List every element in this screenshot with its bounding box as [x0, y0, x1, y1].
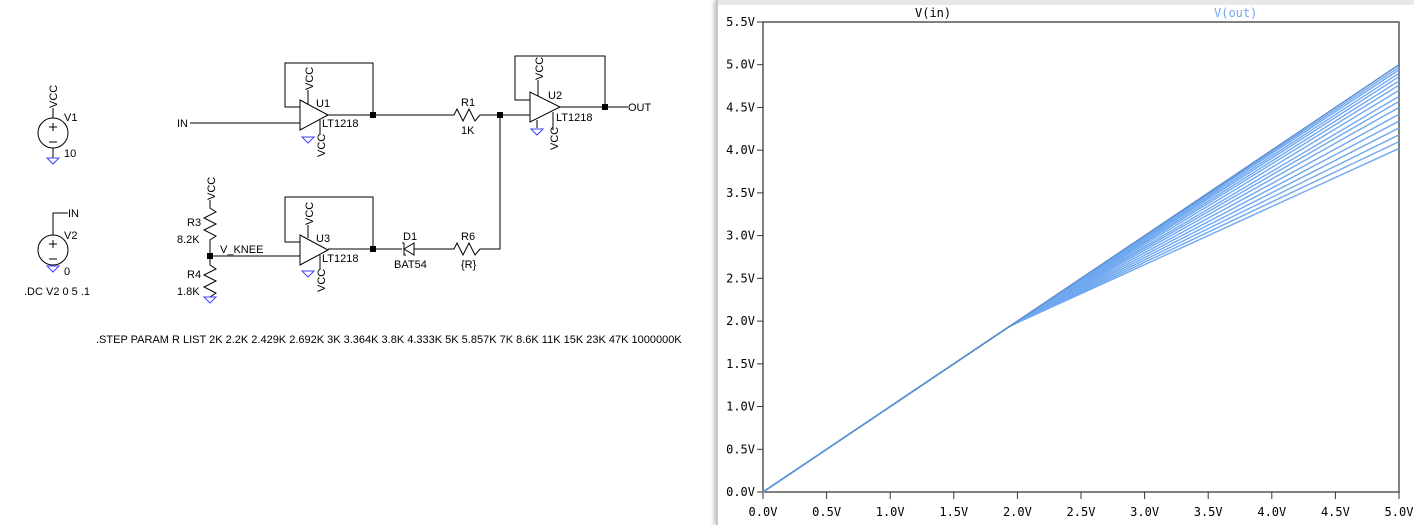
x-tick-label: 3.5V [1194, 505, 1223, 519]
legend-vout[interactable]: V(out) [1214, 6, 1257, 20]
resistor-r4[interactable] [202, 256, 218, 298]
opamp-u1[interactable] [284, 62, 450, 135]
y-tick-label: 1.5V [726, 357, 755, 371]
resistor-value: 1K [461, 125, 475, 137]
net-label-vcc: VCC [316, 134, 328, 157]
resistor-value: {R} [461, 259, 477, 271]
vout-trace-1000000K[interactable] [762, 64, 1400, 493]
y-tick-label: 1.0V [726, 400, 755, 414]
waveform-window[interactable]: V(in) V(out) 0.0V 0.5V 1.0V 1.5V 2.0V 2.5V 3.0… [716, 0, 1414, 525]
net-label-vcc: VCC [304, 202, 316, 225]
opamp-name: U1 [316, 98, 330, 110]
x-tick-label: 0.5V [812, 505, 841, 519]
y-tick-label: 3.5V [726, 186, 755, 200]
y-tick-label: 0.5V [726, 442, 755, 456]
opamp-name: U3 [316, 233, 330, 245]
plot-frame [762, 21, 1400, 493]
window-top-bar [718, 0, 1414, 5]
vout-trace-2.692K[interactable] [762, 127, 1400, 493]
diode-name: D1 [403, 231, 417, 243]
resistor-r3[interactable] [202, 200, 218, 256]
x-tick-label: 4.5V [1321, 505, 1350, 519]
legend-vin[interactable]: V(in) [915, 6, 951, 20]
resistor-r1[interactable] [450, 107, 500, 123]
dc-directive[interactable]: .DC V2 0 5 .1 [24, 286, 90, 298]
net-label-vcc: VCC [316, 269, 328, 292]
net-label-in: IN [68, 208, 79, 220]
voltage-source-v2[interactable] [37, 212, 69, 266]
x-tick-label: 5.0V [1385, 505, 1414, 519]
x-tick-label: 2.0V [1003, 505, 1032, 519]
vout-trace-2K[interactable] [762, 147, 1400, 493]
resistor-name: R3 [187, 217, 201, 229]
resistor-name: R1 [461, 97, 475, 109]
diode-model: BAT54 [394, 259, 427, 271]
ground-icon [300, 270, 316, 278]
ground-icon [300, 136, 316, 144]
junction [207, 253, 213, 259]
vout-trace-3.8K[interactable] [762, 106, 1400, 493]
opamp-u2[interactable] [514, 55, 628, 130]
vout-trace-4.333K[interactable] [762, 100, 1400, 493]
net-label-vcc: VCC [304, 67, 316, 90]
opamp-name: U2 [548, 90, 562, 102]
ground-icon [529, 128, 545, 136]
y-tick-label: 2.5V [726, 271, 755, 285]
source-value: 0 [64, 266, 70, 278]
y-tick-label: 2.0V [726, 314, 755, 328]
x-tick-label: 1.5V [939, 505, 968, 519]
schematic-canvas[interactable]: VCC V1 10 IN V2 0 .DC V2 0 5 .1 IN VCC U… [0, 0, 716, 525]
net-label-out: OUT [628, 102, 652, 114]
ground-icon [45, 265, 61, 273]
net-label-vcc: VCC [534, 57, 546, 80]
net-label-vcc: VCC [48, 85, 60, 108]
ground-icon [202, 296, 218, 304]
junction [497, 112, 503, 118]
y-tick-label: 5.0V [726, 58, 755, 72]
resistor-r6[interactable] [450, 115, 501, 257]
x-tick-label: 3.0V [1130, 505, 1159, 519]
source-name: V1 [64, 112, 77, 124]
junction [370, 112, 376, 118]
opamp-model: LT1218 [322, 253, 359, 265]
opamp-u3[interactable] [284, 196, 402, 270]
resistor-value: 1.8K [177, 286, 200, 298]
x-tick-label: 2.5V [1067, 505, 1096, 519]
opamp-model: LT1218 [322, 118, 359, 130]
resistor-value: 8.2K [177, 234, 200, 246]
source-name: V2 [64, 230, 77, 242]
net-label-v-knee: V_KNEE [220, 244, 263, 256]
net-label-in: IN [177, 118, 188, 130]
y-tick-label: 4.0V [726, 143, 755, 157]
junction [370, 246, 376, 252]
y-tick-label: 5.5V [726, 15, 755, 29]
ground-icon [45, 157, 61, 165]
step-directive[interactable]: .STEP PARAM R LIST 2K 2.2K 2.429K 2.692K… [96, 334, 682, 346]
diode-d1[interactable] [402, 242, 450, 256]
net-label-vcc: VCC [549, 127, 561, 150]
net-label-vcc: VCC [206, 177, 218, 200]
resistor-name: R6 [461, 231, 475, 243]
source-value: 10 [64, 148, 76, 160]
opamp-model: LT1218 [556, 112, 593, 124]
waveform-plot[interactable]: V(in) V(out) 0.0V 0.5V 1.0V 1.5V 2.0V 2.5V 3.0… [718, 0, 1414, 525]
x-tick-label: 4.0V [1257, 505, 1286, 519]
resistor-name: R4 [187, 269, 201, 281]
x-tick-label: 1.0V [876, 505, 905, 519]
y-tick-label: 4.5V [726, 100, 755, 114]
y-tick-label: 3.0V [726, 229, 755, 243]
x-tick-label: 0.0V [749, 505, 778, 519]
y-tick-label: 0.0V [726, 485, 755, 499]
junction [602, 104, 608, 110]
vout-trace-2.429K[interactable] [762, 134, 1400, 493]
vout-trace-2.2K[interactable] [762, 141, 1400, 493]
voltage-source-v1[interactable] [37, 108, 69, 158]
